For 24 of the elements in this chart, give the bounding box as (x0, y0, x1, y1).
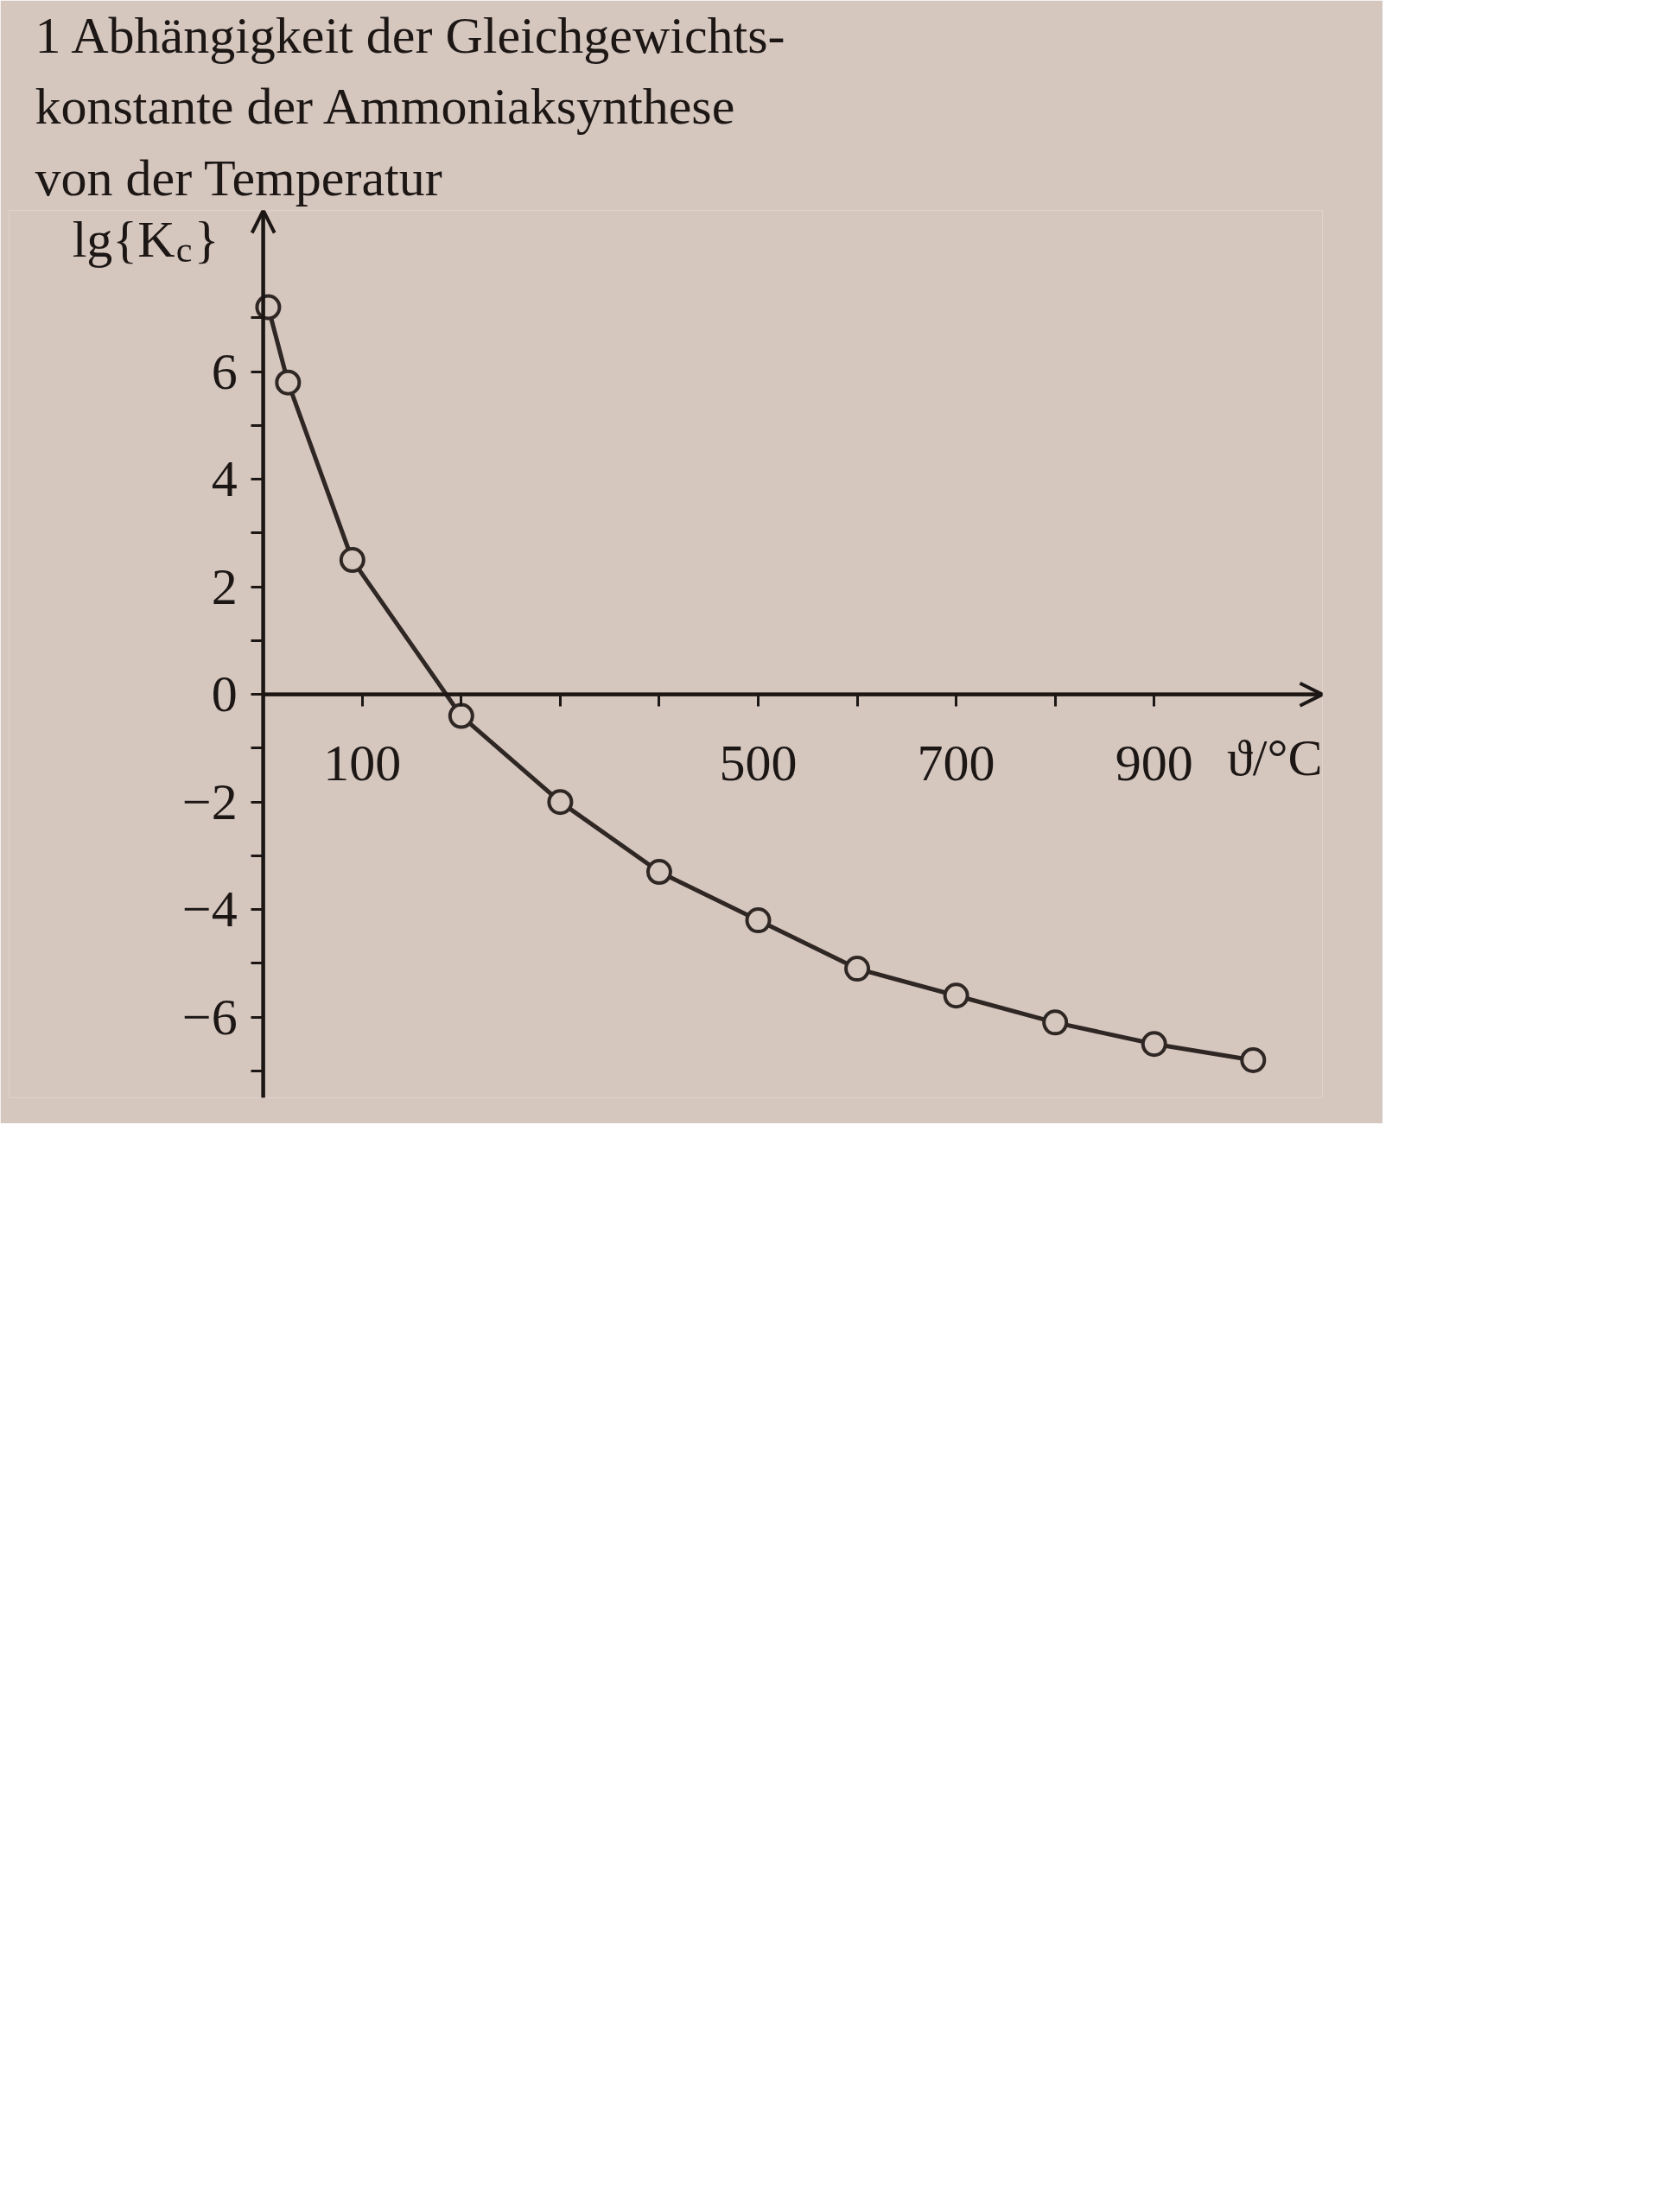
point (1240, 1046, 1267, 1073)
point (1042, 1009, 1069, 1036)
point (844, 956, 871, 982)
y-tick-label: −2 (181, 772, 238, 830)
point (943, 982, 969, 1009)
x-axis-title: ϑ/°C (1227, 728, 1323, 786)
point (745, 907, 772, 934)
y-tick-label: 0 (211, 665, 238, 723)
y-tick-label: −6 (181, 988, 238, 1046)
y-tick-label: −4 (181, 880, 238, 938)
point (547, 789, 574, 816)
x-tick-label: 900 (1115, 734, 1193, 791)
point (645, 859, 672, 886)
y-tick-label: 4 (211, 450, 238, 508)
point (339, 547, 365, 574)
y-axis-title: lg{Kc} (72, 210, 219, 270)
point (275, 369, 302, 396)
x-tick-label: 500 (719, 734, 798, 791)
point (1141, 1031, 1167, 1058)
y-tick-label: 2 (211, 557, 238, 615)
y-tick-label: 6 (211, 342, 238, 400)
x-tick-label: 700 (917, 734, 995, 791)
point (448, 702, 474, 729)
x-tick-label: 100 (323, 734, 402, 791)
